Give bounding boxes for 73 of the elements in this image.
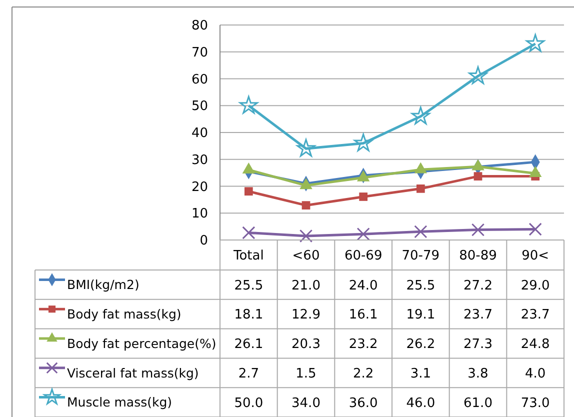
legend-label: Body fat mass(kg) bbox=[67, 306, 182, 322]
point bbox=[528, 222, 542, 236]
point bbox=[526, 34, 545, 52]
data-label: 50.0 bbox=[234, 396, 264, 411]
point bbox=[528, 166, 542, 178]
data-label: 12.9 bbox=[292, 308, 320, 323]
legend-label: BMI(kg/m2) bbox=[67, 277, 140, 292]
data-label: 21.0 bbox=[292, 278, 320, 294]
data-label: 27.2 bbox=[464, 278, 492, 294]
data-label: 23.7 bbox=[464, 308, 492, 323]
point bbox=[244, 187, 253, 196]
data-label: 24.0 bbox=[348, 278, 378, 294]
data-label: 3.8 bbox=[468, 366, 488, 382]
data-label: 24.8 bbox=[520, 337, 550, 352]
y-tick-label: 30 bbox=[191, 152, 208, 168]
legend-label: Muscle mass(kg) bbox=[67, 394, 172, 410]
point bbox=[354, 134, 373, 152]
data-label: 46.0 bbox=[406, 396, 436, 411]
point bbox=[359, 192, 368, 201]
x-tick-label: 90< bbox=[522, 248, 550, 264]
data-label: 26.1 bbox=[234, 337, 264, 352]
data-label: 18.1 bbox=[234, 308, 264, 323]
data-label: 1.5 bbox=[296, 366, 316, 382]
point bbox=[239, 96, 258, 114]
legend-label: Body fat percentage(%) bbox=[67, 336, 216, 351]
data-label: 26.2 bbox=[406, 337, 436, 352]
point bbox=[411, 106, 430, 124]
x-tick-label: Total bbox=[232, 248, 264, 264]
data-label: 19.1 bbox=[406, 308, 436, 323]
x-tick-label: 60-69 bbox=[344, 248, 382, 264]
y-tick-label: 60 bbox=[191, 72, 208, 88]
data-label: 61.0 bbox=[464, 396, 492, 411]
point bbox=[300, 178, 312, 190]
data-label: 36.0 bbox=[348, 396, 378, 411]
point bbox=[414, 225, 428, 238]
data-label: 2.7 bbox=[238, 366, 260, 382]
data-label: 73.0 bbox=[520, 396, 550, 411]
point bbox=[414, 162, 428, 174]
point bbox=[356, 170, 370, 182]
point bbox=[242, 162, 256, 174]
data-label: 23.7 bbox=[520, 308, 550, 323]
data-label: 20.3 bbox=[292, 337, 320, 352]
point bbox=[474, 172, 482, 180]
x-tick-label: 80-89 bbox=[459, 248, 497, 264]
legend-label: Visceral fat mass(kg) bbox=[67, 365, 199, 380]
data-label: 34.0 bbox=[292, 396, 320, 411]
data-label: 29.0 bbox=[520, 278, 550, 294]
point bbox=[416, 184, 425, 193]
data-label: 25.5 bbox=[234, 278, 264, 294]
data-label: 25.5 bbox=[406, 278, 436, 294]
point bbox=[299, 229, 313, 243]
data-label: 16.1 bbox=[348, 308, 378, 323]
y-tick-label: 10 bbox=[191, 206, 208, 222]
y-tick-label: 70 bbox=[191, 45, 208, 60]
point bbox=[242, 226, 256, 240]
point bbox=[472, 159, 484, 170]
data-label: 3.1 bbox=[410, 366, 432, 382]
point bbox=[302, 201, 310, 210]
point bbox=[296, 138, 316, 157]
x-tick-label: 70-79 bbox=[402, 248, 440, 264]
data-label: 23.2 bbox=[348, 337, 378, 352]
data-label: 27.3 bbox=[464, 337, 492, 352]
y-tick-label: 20 bbox=[191, 180, 208, 195]
point bbox=[468, 66, 488, 84]
data-label: 4.0 bbox=[524, 366, 546, 382]
y-tick-label: 0 bbox=[200, 234, 208, 249]
point bbox=[471, 223, 485, 236]
point bbox=[356, 228, 370, 241]
y-tick-label: 80 bbox=[191, 18, 208, 34]
y-tick-label: 40 bbox=[191, 126, 208, 142]
x-tick-label: <60 bbox=[292, 248, 320, 264]
data-label: 2.2 bbox=[352, 366, 374, 382]
y-tick-label: 50 bbox=[191, 99, 208, 114]
